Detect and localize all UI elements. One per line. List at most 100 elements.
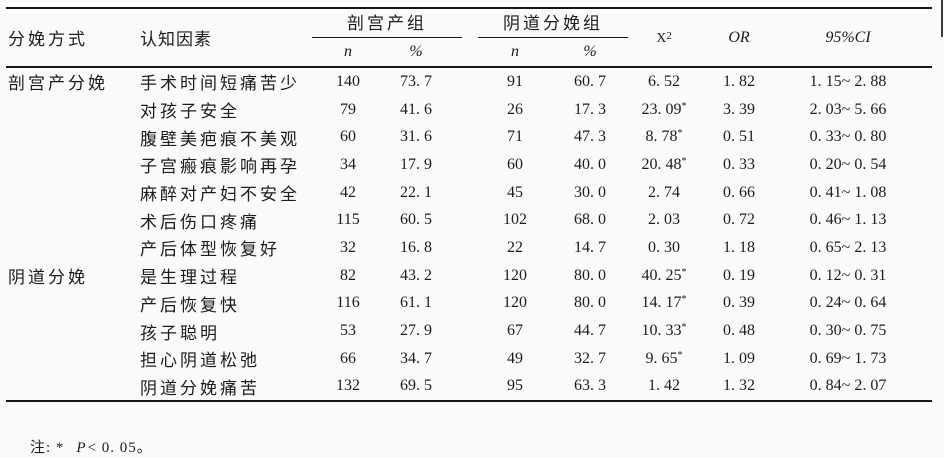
chi-square-cell: 6. 52	[648, 72, 680, 90]
chi-square-cell: 9. 65*	[645, 349, 683, 367]
delivery-method-cell	[6, 206, 136, 234]
cesarean-n-cell: 116	[336, 294, 360, 312]
table-row: 孩子聪明 53 27. 9 67 44. 7 10. 33* 0. 48 0. 30~ 0. …	[6, 317, 932, 345]
cognitive-factor-cell: 阴道分娩痛苦	[140, 378, 260, 398]
odds-ratio-cell: 1. 18	[723, 238, 755, 256]
chi-square-cell: 40. 25*	[641, 266, 687, 284]
vaginal-n-cell: 26	[507, 100, 523, 118]
cesarean-percent-cell: 73. 7	[400, 72, 432, 90]
delivery-method-cell	[6, 151, 136, 179]
cesarean-percent-cell: 27. 9	[400, 322, 432, 340]
cognitive-factor-cell: 腹壁美疤痕不美观	[140, 129, 300, 149]
odds-ratio-cell: 1. 82	[723, 72, 755, 90]
cesarean-n-cell: 34	[340, 155, 356, 173]
confidence-interval-cell: 0. 33~ 0. 80	[809, 128, 887, 146]
cesarean-n-cell: 140	[336, 72, 360, 90]
cesarean-percent-cell: 43. 2	[400, 266, 432, 284]
cognition-factors-table: 分娩方式 认知因素 剖宫产组 阴道分娩组 X2 OR 95%CI n % n %…	[6, 7, 932, 403]
cesarean-n-cell: 66	[340, 349, 356, 367]
cesarean-percent-cell: 69. 5	[400, 377, 432, 395]
vaginal-n-cell: 67	[507, 322, 523, 340]
cesarean-percent-cell: 17. 9	[400, 155, 432, 173]
confidence-interval-cell: 0. 12~ 0. 31	[809, 266, 887, 284]
vaginal-n-cell: 71	[507, 128, 523, 146]
table-body: 剖宫产分娩 手术时间短痛苦少 140 73. 7 91 60. 7 6. 52 1. 82 1.…	[6, 67, 932, 401]
vaginal-percent-cell: 60. 7	[574, 72, 606, 90]
table-row: 阴道分娩 是生理过程 82 43. 2 120 80. 0 40. 25* 0. 19 0. 1…	[6, 262, 932, 290]
odds-ratio-cell: 0. 72	[723, 211, 755, 229]
cesarean-n-cell: 42	[340, 183, 356, 201]
cesarean-percent-cell: 61. 1	[400, 294, 432, 312]
vaginal-percent-cell: 17. 3	[574, 100, 606, 118]
header-group-row: 分娩方式 认知因素 剖宫产组 阴道分娩组 X2 OR 95%CI	[6, 8, 932, 49]
vaginal-percent-cell: 68. 0	[574, 211, 606, 229]
footnote-p-symbol: P	[76, 440, 86, 456]
cesarean-n-cell: 79	[340, 100, 356, 118]
table-row: 子宫瘢痕影响再孕 34 17. 9 60 40. 0 20. 48* 0. 33 0. 20~…	[6, 151, 932, 179]
cognitive-factor-cell: 产后体型恢复好	[140, 240, 280, 260]
chi-square-cell: 23. 09*	[641, 100, 687, 118]
table-row: 剖宫产分娩 手术时间短痛苦少 140 73. 7 91 60. 7 6. 52 1. 82 1.…	[6, 67, 932, 96]
vaginal-percent-cell: 32. 7	[574, 349, 606, 367]
vaginal-percent-cell: 14. 7	[574, 238, 606, 256]
cesarean-percent-cell: 41. 6	[400, 100, 432, 118]
odds-ratio-cell: 0. 19	[723, 266, 755, 284]
table-row: 腹壁美疤痕不美观 60 31. 6 71 47. 3 8. 78* 0. 51 0. 33~ …	[6, 123, 932, 151]
delivery-method-header: 分娩方式	[8, 30, 88, 49]
significance-star: *	[677, 128, 683, 140]
delivery-method-cell	[6, 373, 136, 402]
chi-square-header: X2	[628, 8, 700, 67]
cognitive-factor-cell: 手术时间短痛苦少	[140, 74, 300, 94]
cesarean-percent-cell: 31. 6	[400, 128, 432, 146]
table-row: 术后伤口疼痛 115 60. 5 102 68. 0 2. 03 0. 72 0. 46~ 1…	[6, 206, 932, 234]
significance-star: *	[681, 155, 687, 167]
odds-ratio-cell: 0. 48	[723, 322, 755, 340]
table-header: 分娩方式 认知因素 剖宫产组 阴道分娩组 X2 OR 95%CI n % n %	[6, 8, 932, 67]
delivery-method-cell	[6, 290, 136, 318]
vaginal-n-cell: 102	[503, 211, 527, 229]
vaginal-n-cell: 60	[507, 155, 523, 173]
chi-symbol: X	[656, 30, 667, 46]
vaginal-percent-cell: 40. 0	[574, 155, 606, 173]
odds-ratio-header: OR	[728, 28, 750, 46]
footnote-prefix: 注: *	[30, 440, 65, 456]
significance-star: *	[681, 322, 687, 334]
table-row: 麻醉对产妇不安全 42 22. 1 45 30. 0 2. 74 0. 66 0. 41~ 1…	[6, 179, 932, 207]
chi-square-cell: 8. 78*	[645, 128, 683, 146]
odds-ratio-cell: 0. 66	[723, 183, 755, 201]
confidence-interval-cell: 0. 20~ 0. 54	[809, 155, 887, 173]
confidence-interval-cell: 0. 24~ 0. 64	[809, 294, 887, 312]
cesarean-percent-header: %	[409, 43, 423, 60]
vaginal-percent-cell: 47. 3	[574, 128, 606, 146]
chi-square-cell: 20. 48*	[641, 155, 687, 173]
cognitive-factor-cell: 是生理过程	[140, 268, 240, 288]
significance-star: *	[681, 294, 687, 306]
confidence-interval-cell: 0. 84~ 2. 07	[809, 377, 887, 395]
table-footnote: 注: * P < 0. 05。	[30, 436, 153, 457]
vaginal-percent-cell: 80. 0	[574, 266, 606, 284]
cognitive-factor-cell: 产后恢复快	[140, 295, 240, 315]
cognitive-factor-cell: 担心阴道松弛	[140, 351, 260, 371]
table-row: 产后体型恢复好 32 16. 8 22 14. 7 0. 30 1. 18 0. 65~ 2.…	[6, 234, 932, 262]
vaginal-n-cell: 45	[507, 183, 523, 201]
cognitive-factor-cell: 术后伤口疼痛	[140, 212, 260, 232]
vaginal-n-cell: 120	[503, 266, 527, 284]
cesarean-n-cell: 115	[336, 211, 360, 229]
footnote-value: < 0. 05。	[87, 440, 153, 456]
cognitive-factor-cell: 孩子聪明	[140, 323, 220, 343]
significance-star: *	[681, 266, 687, 278]
table-row: 对孩子安全 79 41. 6 26 17. 3 23. 09* 3. 39 2. 03~ 5.…	[6, 96, 932, 124]
chi-square-cell: 1. 42	[648, 377, 680, 395]
confidence-interval-header: 95%CI	[825, 28, 871, 46]
odds-ratio-cell: 0. 51	[723, 128, 755, 146]
delivery-method-cell	[6, 317, 136, 345]
vaginal-percent-cell: 30. 0	[574, 183, 606, 201]
vaginal-group-header: 阴道分娩组	[478, 8, 628, 38]
cesarean-n-cell: 53	[340, 322, 356, 340]
cognitive-factor-cell: 子宫瘢痕影响再孕	[140, 157, 300, 177]
vaginal-n-cell: 22	[507, 238, 523, 256]
chi-square-cell: 2. 74	[648, 183, 680, 201]
significance-star: *	[677, 349, 683, 361]
confidence-interval-cell: 1. 15~ 2. 88	[809, 72, 887, 90]
